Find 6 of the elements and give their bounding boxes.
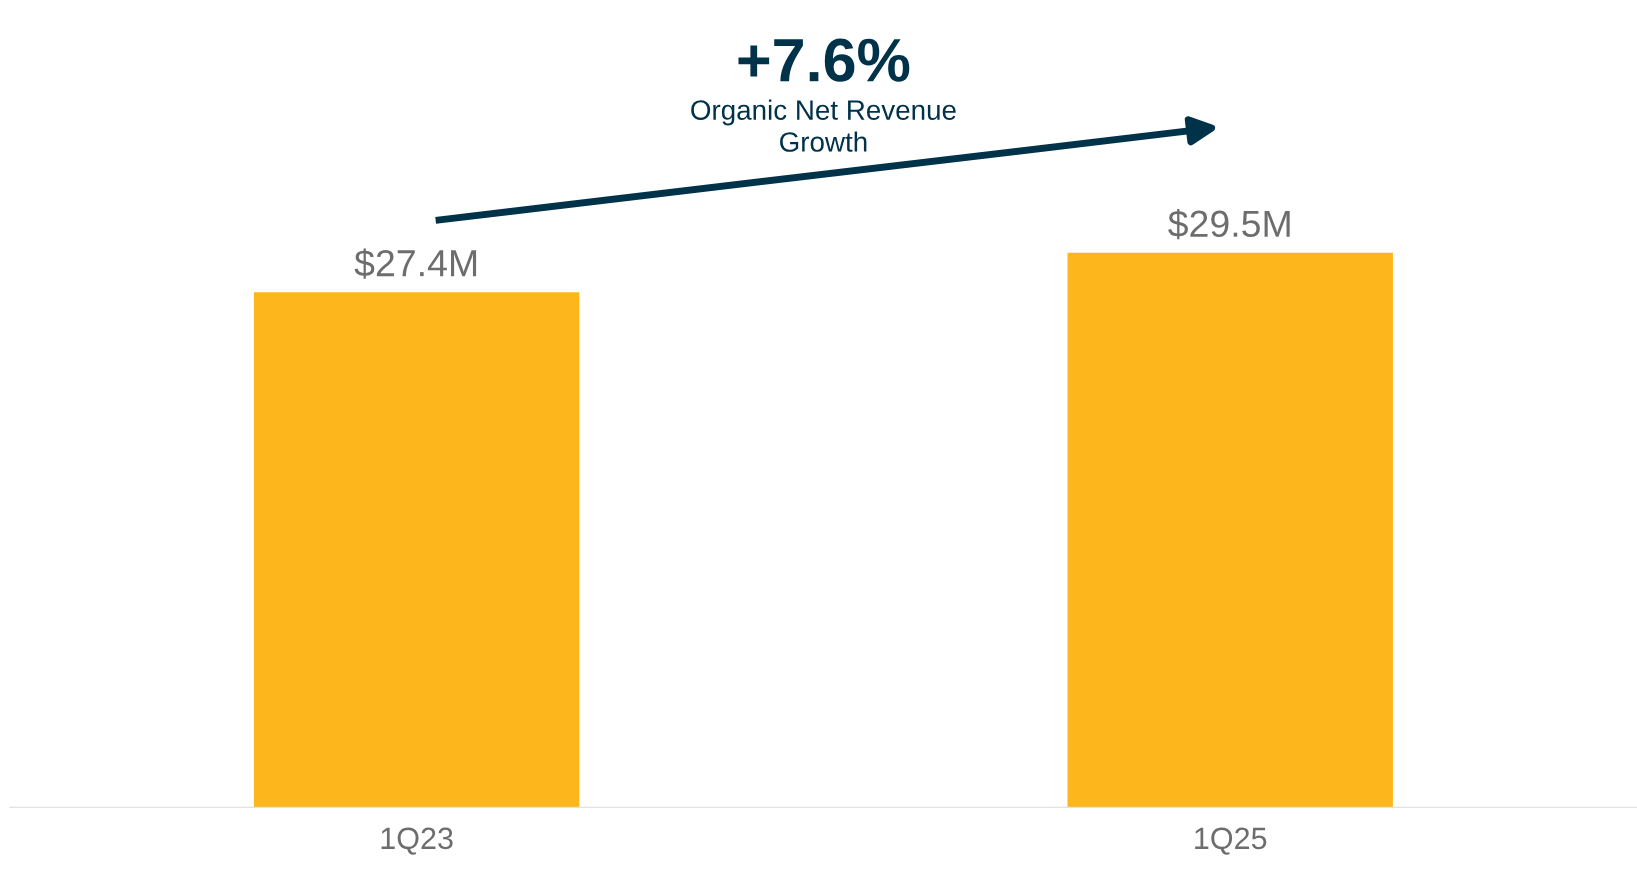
text: +7.6% — [738, 38, 910, 82]
x-tick-label: 1Q25 — [1195, 827, 1267, 855]
x-tick-label: 1Q23 — [381, 827, 453, 855]
text: Organic Net Revenue Growth — [691, 99, 956, 152]
data-label: $29.5M — [1168, 208, 1290, 240]
data-label: $27.4M — [354, 248, 477, 279]
